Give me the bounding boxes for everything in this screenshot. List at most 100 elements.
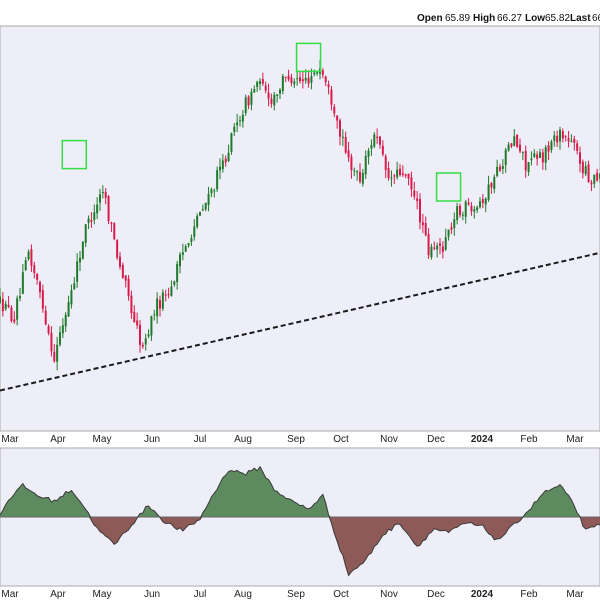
candle-body (61, 325, 64, 334)
candle-body (213, 190, 216, 192)
candle-body (379, 136, 381, 145)
x-tick-label: Jul (194, 434, 207, 445)
candle-body (461, 214, 464, 216)
candle-body (484, 198, 487, 205)
candle-body (184, 246, 187, 252)
candle-body (193, 226, 196, 237)
candle-body (336, 115, 339, 121)
candle-body (547, 145, 550, 152)
candle-body (476, 207, 479, 211)
candle-body (176, 263, 179, 283)
candle-body (7, 304, 10, 307)
candle-body (81, 241, 84, 259)
candle-body (127, 278, 130, 297)
ohlc-high-label: High (473, 13, 495, 24)
candle-body (216, 170, 219, 190)
candle-body (390, 177, 393, 179)
candle-body (541, 152, 544, 163)
candle-body (419, 199, 421, 223)
candle-body (130, 295, 133, 314)
candle-body (219, 166, 221, 171)
candle-body (150, 316, 153, 336)
candle-body (361, 172, 364, 184)
candle-body (121, 264, 124, 278)
candle-body (464, 201, 467, 217)
candle-body (253, 89, 256, 93)
candle-body (1, 298, 4, 312)
candle-body (530, 158, 533, 161)
candle-body (0, 296, 1, 304)
candle-body (507, 144, 510, 151)
candle-body (173, 281, 176, 285)
candle-body (444, 237, 447, 250)
ohlc-low-label: Low (525, 13, 545, 24)
candle-body (499, 166, 501, 171)
candle-body (187, 242, 190, 246)
candle-body (387, 168, 390, 179)
candle-body (533, 153, 536, 157)
x-tick-label: Sep (287, 589, 305, 600)
candle-body (579, 152, 581, 164)
x-tick-label: Oct (333, 434, 349, 445)
candle-body (473, 209, 476, 212)
candle-body (16, 298, 19, 320)
candle-body (227, 152, 230, 162)
ohlc-last-value: 66 (592, 13, 600, 24)
candle-body (576, 143, 579, 151)
x-tick-label: Oct (333, 589, 349, 600)
candle-body (590, 182, 593, 185)
candle-body (584, 166, 587, 175)
candle-body (339, 120, 341, 137)
candle-body (153, 314, 156, 316)
candle-body (250, 91, 253, 105)
candle-body (204, 202, 207, 210)
candle-body (36, 273, 39, 280)
candle-body (381, 145, 384, 155)
ohlc-low-value: 65.82 (545, 13, 570, 24)
candle-body (76, 261, 79, 282)
candle-body (467, 202, 470, 205)
candle-body (84, 224, 87, 243)
x-tick-label: Mar (1, 434, 19, 445)
candle-body (353, 170, 356, 172)
x-tick-label: Apr (50, 589, 66, 600)
candle-body (456, 206, 459, 221)
candle-body (487, 184, 490, 200)
candle-body (513, 136, 516, 146)
candle-body (344, 137, 347, 153)
x-tick-label: Nov (380, 589, 398, 600)
candle-body (470, 205, 473, 212)
candle-body (587, 164, 590, 183)
candle-body (490, 183, 493, 188)
candle-body (179, 254, 181, 267)
candle-body (73, 283, 76, 290)
candle-body (373, 134, 376, 147)
candle-body (370, 145, 373, 149)
candle-body (110, 222, 113, 224)
x-tick-label: Feb (520, 589, 538, 600)
candle-body (384, 156, 387, 171)
candle-body (4, 303, 7, 310)
candle-body (259, 81, 261, 84)
candle-body (161, 292, 164, 309)
candle-body (493, 176, 496, 190)
x-tick-label: Jun (144, 589, 160, 600)
candle-body (230, 133, 233, 152)
candle-body (407, 173, 410, 179)
candle-body (79, 257, 81, 263)
candle-body (510, 143, 513, 147)
ohlc-header: Open 65.89 High 66.27 Low 65.82 Last 66 (417, 13, 600, 24)
candle-body (70, 290, 73, 305)
candle-body (310, 76, 313, 83)
candle-body (19, 296, 21, 299)
candle-body (567, 138, 570, 142)
price-series (0, 59, 600, 371)
candle-body (290, 77, 293, 83)
candle-body (64, 314, 67, 327)
candle-body (67, 302, 70, 317)
candle-body (264, 85, 267, 91)
x-axis-top: Mar Apr May Jun Jul Aug Sep Oct Nov Dec 2024 Feb Mar (1, 434, 584, 445)
candle-body (550, 141, 553, 150)
candle-body (99, 194, 101, 203)
candle-body (559, 129, 561, 142)
